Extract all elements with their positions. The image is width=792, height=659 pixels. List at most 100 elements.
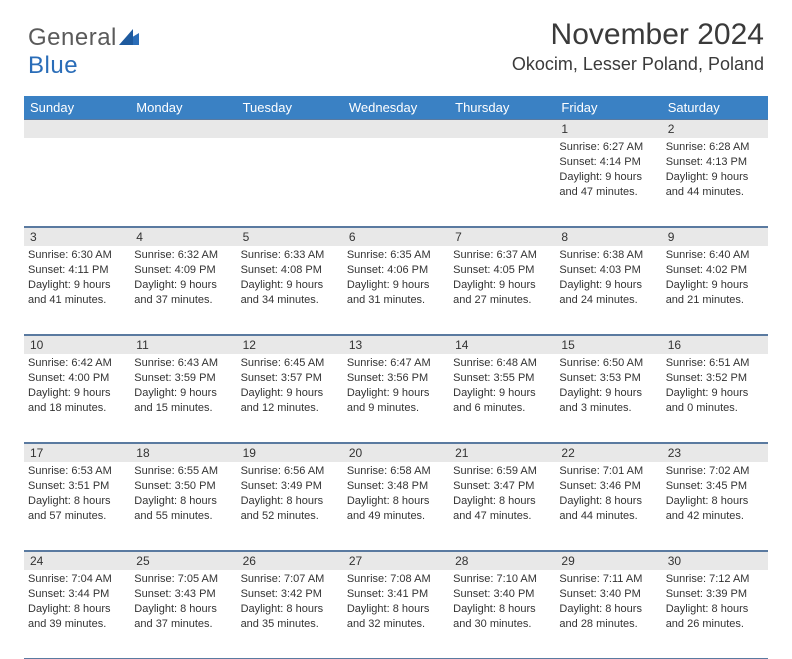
daylight-text-2: and 37 minutes.: [134, 293, 232, 308]
day-cell: Sunrise: 7:04 AMSunset: 3:44 PMDaylight:…: [24, 570, 130, 658]
sunrise-text: Sunrise: 6:51 AM: [666, 356, 764, 371]
location: Okocim, Lesser Poland, Poland: [512, 54, 764, 75]
sunrise-text: Sunrise: 6:28 AM: [666, 140, 764, 155]
day-number: 16: [662, 336, 768, 354]
week-row: Sunrise: 7:04 AMSunset: 3:44 PMDaylight:…: [24, 570, 768, 659]
day-number: 28: [449, 552, 555, 570]
day-cell: Sunrise: 6:27 AMSunset: 4:14 PMDaylight:…: [555, 138, 661, 226]
day-number-row: 17181920212223: [24, 443, 768, 462]
day-cell: Sunrise: 7:12 AMSunset: 3:39 PMDaylight:…: [662, 570, 768, 658]
day-cell: [130, 138, 236, 226]
day-cell: Sunrise: 6:58 AMSunset: 3:48 PMDaylight:…: [343, 462, 449, 550]
day-cell: Sunrise: 6:53 AMSunset: 3:51 PMDaylight:…: [24, 462, 130, 550]
sunset-text: Sunset: 3:56 PM: [347, 371, 445, 386]
day-number-row: 24252627282930: [24, 551, 768, 570]
daylight-text-2: and 37 minutes.: [134, 617, 232, 632]
day-number: 29: [555, 552, 661, 570]
sunset-text: Sunset: 3:55 PM: [453, 371, 551, 386]
day-number: 12: [237, 336, 343, 354]
sunset-text: Sunset: 3:43 PM: [134, 587, 232, 602]
day-cell: Sunrise: 7:05 AMSunset: 3:43 PMDaylight:…: [130, 570, 236, 658]
day-cell: Sunrise: 7:07 AMSunset: 3:42 PMDaylight:…: [237, 570, 343, 658]
sunset-text: Sunset: 3:57 PM: [241, 371, 339, 386]
sunrise-text: Sunrise: 6:59 AM: [453, 464, 551, 479]
sunset-text: Sunset: 4:11 PM: [28, 263, 126, 278]
daylight-text: Daylight: 8 hours: [134, 494, 232, 509]
daylight-text: Daylight: 8 hours: [241, 494, 339, 509]
day-number: 3: [24, 228, 130, 246]
day-cell: Sunrise: 6:45 AMSunset: 3:57 PMDaylight:…: [237, 354, 343, 442]
sunrise-text: Sunrise: 6:33 AM: [241, 248, 339, 263]
day-number: 27: [343, 552, 449, 570]
day-cell: Sunrise: 6:48 AMSunset: 3:55 PMDaylight:…: [449, 354, 555, 442]
sunrise-text: Sunrise: 6:47 AM: [347, 356, 445, 371]
sunset-text: Sunset: 3:45 PM: [666, 479, 764, 494]
day-number: 30: [662, 552, 768, 570]
daylight-text: Daylight: 8 hours: [134, 602, 232, 617]
day-number: 14: [449, 336, 555, 354]
sunrise-text: Sunrise: 6:35 AM: [347, 248, 445, 263]
sunset-text: Sunset: 3:53 PM: [559, 371, 657, 386]
day-cell: Sunrise: 6:28 AMSunset: 4:13 PMDaylight:…: [662, 138, 768, 226]
daylight-text: Daylight: 9 hours: [241, 278, 339, 293]
daylight-text: Daylight: 8 hours: [666, 602, 764, 617]
daylight-text-2: and 35 minutes.: [241, 617, 339, 632]
calendar: Sunday Monday Tuesday Wednesday Thursday…: [24, 96, 768, 659]
sunset-text: Sunset: 3:52 PM: [666, 371, 764, 386]
day-number: 25: [130, 552, 236, 570]
day-number: 6: [343, 228, 449, 246]
sunset-text: Sunset: 3:39 PM: [666, 587, 764, 602]
sunset-text: Sunset: 3:40 PM: [559, 587, 657, 602]
daylight-text: Daylight: 8 hours: [453, 602, 551, 617]
daylight-text-2: and 9 minutes.: [347, 401, 445, 416]
sunrise-text: Sunrise: 7:01 AM: [559, 464, 657, 479]
sunset-text: Sunset: 4:05 PM: [453, 263, 551, 278]
sunset-text: Sunset: 4:13 PM: [666, 155, 764, 170]
daylight-text-2: and 0 minutes.: [666, 401, 764, 416]
day-cell: Sunrise: 6:37 AMSunset: 4:05 PMDaylight:…: [449, 246, 555, 334]
sunrise-text: Sunrise: 6:55 AM: [134, 464, 232, 479]
sunrise-text: Sunrise: 6:27 AM: [559, 140, 657, 155]
daylight-text-2: and 49 minutes.: [347, 509, 445, 524]
sunrise-text: Sunrise: 6:58 AM: [347, 464, 445, 479]
sunset-text: Sunset: 3:48 PM: [347, 479, 445, 494]
sunset-text: Sunset: 4:00 PM: [28, 371, 126, 386]
daylight-text: Daylight: 9 hours: [28, 386, 126, 401]
day-number: [449, 120, 555, 138]
day-header: Friday: [555, 96, 661, 119]
weeks-container: 12 Sunrise: 6:27 AMSunset: 4:14 PMDayligh…: [24, 119, 768, 659]
daylight-text-2: and 32 minutes.: [347, 617, 445, 632]
brand-part2: Blue: [28, 52, 78, 79]
week-row: Sunrise: 6:42 AMSunset: 4:00 PMDaylight:…: [24, 354, 768, 443]
day-cell: Sunrise: 6:32 AMSunset: 4:09 PMDaylight:…: [130, 246, 236, 334]
sunrise-text: Sunrise: 6:43 AM: [134, 356, 232, 371]
day-number: 13: [343, 336, 449, 354]
day-number: 26: [237, 552, 343, 570]
month-title: November 2024: [512, 18, 764, 52]
daylight-text: Daylight: 9 hours: [666, 386, 764, 401]
daylight-text-2: and 3 minutes.: [559, 401, 657, 416]
day-number: 10: [24, 336, 130, 354]
sunset-text: Sunset: 3:41 PM: [347, 587, 445, 602]
sunrise-text: Sunrise: 7:05 AM: [134, 572, 232, 587]
daylight-text: Daylight: 8 hours: [559, 602, 657, 617]
day-number: 18: [130, 444, 236, 462]
day-cell: Sunrise: 7:02 AMSunset: 3:45 PMDaylight:…: [662, 462, 768, 550]
day-header: Sunday: [24, 96, 130, 119]
day-cell: [343, 138, 449, 226]
daylight-text: Daylight: 8 hours: [28, 494, 126, 509]
daylight-text-2: and 39 minutes.: [28, 617, 126, 632]
sunrise-text: Sunrise: 6:37 AM: [453, 248, 551, 263]
daylight-text: Daylight: 9 hours: [559, 386, 657, 401]
day-cell: Sunrise: 6:40 AMSunset: 4:02 PMDaylight:…: [662, 246, 768, 334]
day-number: [343, 120, 449, 138]
daylight-text-2: and 41 minutes.: [28, 293, 126, 308]
brand-text: GeneralBlue: [28, 24, 139, 80]
daylight-text: Daylight: 9 hours: [559, 170, 657, 185]
day-cell: Sunrise: 6:59 AMSunset: 3:47 PMDaylight:…: [449, 462, 555, 550]
week-row: Sunrise: 6:53 AMSunset: 3:51 PMDaylight:…: [24, 462, 768, 551]
day-number: [24, 120, 130, 138]
brand-part1: General: [28, 24, 117, 51]
sunset-text: Sunset: 3:42 PM: [241, 587, 339, 602]
title-block: November 2024 Okocim, Lesser Poland, Pol…: [512, 18, 764, 75]
